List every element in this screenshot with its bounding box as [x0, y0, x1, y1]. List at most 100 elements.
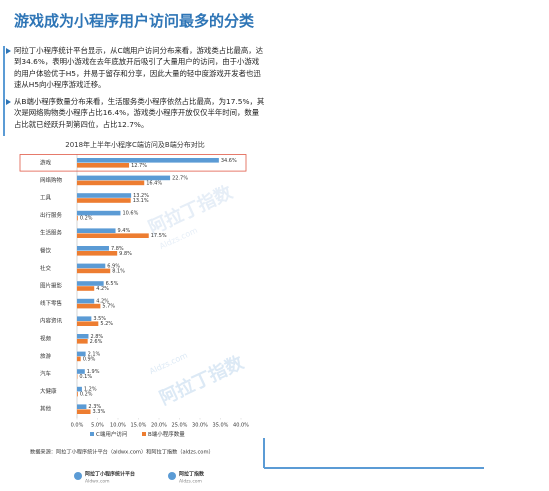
bar: [77, 404, 87, 409]
y-tick-label: 社交: [40, 264, 52, 272]
y-tick-label: 出行服务: [40, 211, 63, 219]
bar: [77, 334, 89, 339]
y-tick-label: 图片摄影: [40, 282, 63, 290]
bar: [77, 298, 95, 304]
bullet: 阿拉丁小程序统计平台显示，从C端用户访问分布来看，游戏类占比最高，达到34.6%…: [6, 45, 266, 90]
x-tick-label: 20.0%: [151, 423, 167, 429]
bar: [77, 268, 111, 274]
bar: [77, 198, 131, 203]
bar: [77, 210, 121, 216]
y-tick-label: 餐饮: [40, 246, 52, 254]
bar: [77, 339, 88, 344]
bar: [77, 409, 91, 414]
value-label: 2.8%: [90, 334, 103, 340]
value-label: 2.3%: [88, 404, 101, 410]
bar: [77, 316, 92, 321]
value-label: 0.2%: [80, 392, 93, 398]
x-tick-label: 0.0%: [71, 423, 84, 429]
y-tick-label: 网络购物: [40, 176, 63, 184]
value-label: 9.8%: [119, 251, 132, 257]
value-label: 1.9%: [87, 369, 100, 375]
bar: [77, 391, 78, 397]
y-tick-label: 工具: [40, 195, 52, 202]
legend-swatch: [142, 432, 146, 436]
value-label: 16.4%: [146, 180, 162, 186]
x-tick-label: 5.0%: [91, 423, 104, 429]
bar: [77, 263, 106, 269]
y-tick-label: 游戏: [40, 158, 52, 166]
bar: [77, 351, 86, 357]
value-label: 7.8%: [111, 246, 124, 252]
value-label: 17.5%: [151, 233, 167, 239]
bar: [77, 180, 145, 186]
y-tick-label: 视频: [40, 334, 52, 342]
value-label: 4.2%: [96, 286, 109, 292]
value-label: 2.1%: [88, 351, 101, 357]
bar: [77, 175, 171, 181]
y-tick-label: 旅游: [40, 352, 52, 360]
value-label: 3.5%: [93, 316, 106, 322]
x-tick-label: 10.0%: [110, 423, 126, 429]
value-label: 0.2%: [80, 216, 93, 222]
y-tick-label: 生活服务: [40, 229, 63, 237]
bar: [77, 369, 85, 374]
logo: [168, 472, 176, 480]
bar: [77, 158, 219, 163]
x-tick-label: 15.0%: [131, 423, 147, 429]
value-label: 13.2%: [133, 193, 149, 199]
footer-name: 阿拉丁指数: [179, 471, 205, 478]
value-label: 6.5%: [106, 281, 119, 287]
bar: [77, 215, 78, 221]
x-tick-label: 25.0%: [172, 423, 188, 429]
value-label: 8.1%: [112, 268, 125, 274]
x-tick-label: 40.0%: [233, 423, 249, 429]
value-label: 9.4%: [118, 228, 131, 234]
y-tick-label: 线下零售: [40, 299, 62, 307]
source: 数据来源：阿拉丁小程序统计平台（aldwx.com）和阿拉丁指数（aldzs.c…: [30, 448, 214, 456]
x-tick-label: 35.0%: [213, 423, 229, 429]
x-tick-label: 30.0%: [192, 423, 208, 429]
bar: [77, 286, 95, 291]
value-label: 5.7%: [102, 304, 115, 310]
footer-site: Aldwx.com: [85, 479, 110, 485]
y-tick-label: 汽车: [40, 370, 52, 378]
y-tick-label: 内容资讯: [40, 317, 63, 325]
footer-site: Aldzs.com: [179, 479, 202, 485]
value-label: 12.7%: [131, 163, 147, 169]
bar: [77, 251, 118, 256]
y-tick-label: 其他: [40, 405, 52, 413]
watermark: Aldzs.com: [148, 351, 189, 376]
legend-swatch: [90, 432, 94, 436]
value-label: 1.2%: [84, 387, 97, 393]
page-title: 游戏成为小程序用户访问最多的分类: [14, 12, 255, 30]
bar: [77, 386, 82, 392]
bar: [77, 281, 104, 286]
bar: [77, 356, 81, 362]
bar: [77, 321, 99, 326]
bar: [77, 246, 109, 251]
bar: [77, 303, 101, 309]
value-label: 34.6%: [221, 158, 237, 164]
value-label: 13.1%: [133, 198, 149, 204]
bar: [77, 233, 149, 238]
value-label: 6.9%: [107, 263, 120, 269]
legend-label: C端用户访问: [96, 430, 127, 438]
chart-title: 2018年上半年小程序C端访问及B端分布对比: [65, 140, 205, 149]
highlight-box: [19, 154, 247, 172]
bar: [77, 163, 130, 168]
logo: [74, 472, 82, 480]
value-label: 4.2%: [96, 299, 109, 305]
value-label: 10.6%: [122, 211, 138, 217]
value-label: 0.9%: [83, 356, 96, 362]
legend-label: B端小程序数量: [148, 430, 185, 438]
y-tick-label: 大健康: [40, 387, 57, 395]
value-label: 2.6%: [90, 339, 103, 345]
footer-name: 阿拉丁小程序统计平台: [85, 471, 135, 478]
value-label: 22.7%: [172, 175, 188, 181]
value-label: 3.3%: [93, 409, 106, 415]
bullet: 从B端小程序数量分布来看，生活服务类小程序依然占比最高，为17.5%，其次是网络…: [6, 97, 265, 129]
value-label: 5.2%: [100, 321, 113, 327]
bar: [77, 193, 132, 198]
